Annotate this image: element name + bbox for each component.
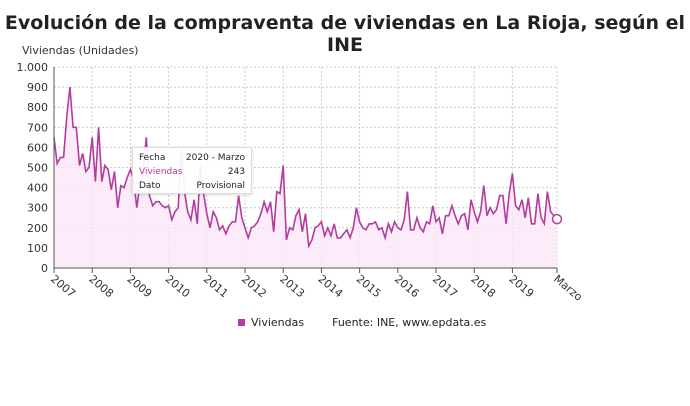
y-tick-label: 0 <box>41 262 48 275</box>
x-tick-label: 2018 <box>468 272 498 300</box>
tooltip-fecha-label: Fecha <box>139 153 166 163</box>
y-tick-label: 100 <box>27 242 48 255</box>
tooltip-fecha-value: 2020 - Marzo <box>185 153 245 163</box>
tooltip-viviendas-value: 243 <box>227 167 245 177</box>
y-tick-label: 800 <box>27 101 48 114</box>
x-tick-label: 2019 <box>507 272 537 300</box>
y-tick-label: 600 <box>27 141 48 154</box>
x-tick-label: 2011 <box>201 272 231 300</box>
legend-swatch <box>238 319 245 326</box>
y-tick-label: 500 <box>27 162 48 175</box>
legend-item-viviendas[interactable]: Viviendas <box>251 316 305 329</box>
chart-title: Evolución de la compraventa de viviendas… <box>4 12 686 56</box>
y-tick-label: 900 <box>27 81 48 94</box>
tooltip: Fecha 2020 - Marzo Viviendas 243 Dato Provi… <box>132 147 252 194</box>
y-tick-label: 700 <box>27 121 48 134</box>
x-tick-label: 2008 <box>86 272 116 300</box>
series-area <box>54 87 557 268</box>
x-tick-label: 2009 <box>124 272 154 300</box>
x-tick-label: 2007 <box>48 272 78 300</box>
x-tick-label: 2010 <box>163 272 193 300</box>
y-tick-label: 400 <box>27 182 48 195</box>
y-tick-label: 1.000 <box>17 61 49 74</box>
tooltip-dato-label: Dato <box>139 181 161 191</box>
source-text: Fuente: INE, www.epdata.es <box>332 316 487 329</box>
y-axis-label: Viviendas (Unidades) <box>22 44 139 57</box>
legend: Viviendas Fuente: INE, www.epdata.es <box>238 316 486 329</box>
y-tick-label: 300 <box>27 202 48 215</box>
x-tick-label: 2012 <box>239 272 269 300</box>
tooltip-viviendas-label: Viviendas <box>139 167 183 177</box>
x-tick-label: 2014 <box>315 272 345 300</box>
highlighted-point <box>551 213 563 225</box>
x-tick-label: 2016 <box>392 272 422 300</box>
series-line-viviendas <box>53 87 558 249</box>
x-tick-label: Marzo <box>551 272 585 304</box>
tooltip-dato-value: Provisional <box>196 181 245 191</box>
x-tick-label: 2015 <box>354 272 384 300</box>
x-tick-label: 2017 <box>430 272 460 300</box>
x-tick-label: 2013 <box>277 272 307 300</box>
y-tick-label: 200 <box>27 222 48 235</box>
